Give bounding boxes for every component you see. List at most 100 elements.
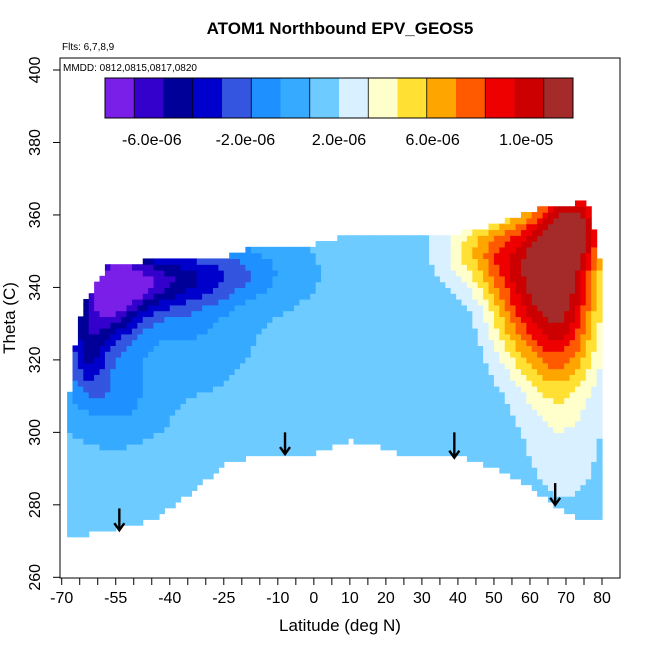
heatmap-cell-1892	[326, 385, 333, 393]
heatmap-cell-1456	[261, 414, 268, 422]
heatmap-cell-3554	[547, 241, 554, 248]
heatmap-cell-82	[77, 391, 84, 399]
heatmap-cell-1189	[218, 310, 225, 318]
heatmap-cell-835	[169, 322, 176, 329]
heatmap-cell-1527	[272, 420, 279, 428]
heatmap-cell-3266	[515, 223, 522, 231]
x-tick-label-13: 80	[593, 590, 611, 607]
heatmap-cell-176	[88, 299, 95, 306]
heatmap-cell-3192	[510, 391, 517, 399]
heatmap-cell-3685	[564, 391, 571, 399]
heatmap-cell-1430	[256, 356, 263, 364]
heatmap-cell-2210	[375, 403, 382, 410]
heatmap-cell-3118	[499, 310, 506, 318]
heatmap-cell-3224	[515, 467, 522, 474]
heatmap-cell-2673	[439, 345, 446, 352]
heatmap-cell-2496	[412, 270, 419, 277]
heatmap-cell-1298	[234, 293, 241, 300]
heatmap-cell-3291	[520, 345, 527, 352]
heatmap-cell-1370	[245, 287, 252, 294]
heatmap-cell-3643	[558, 328, 565, 335]
heatmap-cell-1879	[321, 252, 328, 260]
heatmap-cell-1007	[191, 275, 198, 283]
heatmap-cell-915	[180, 339, 187, 346]
heatmap-cell-2478	[412, 374, 419, 381]
heatmap-cell-1491	[267, 420, 274, 428]
heatmap-cell-3431	[537, 368, 544, 375]
heatmap-cell-3721	[569, 490, 576, 497]
heatmap-cell-2395	[402, 414, 409, 422]
chart-title: ATOM1 Northbound EPV_GEOS5	[207, 19, 474, 38]
heatmap-cell-1066	[202, 380, 209, 387]
heatmap-cell-1562	[277, 426, 284, 433]
heatmap-cell-885	[175, 275, 182, 283]
heatmap-cell-2390	[402, 443, 409, 451]
heatmap-cell-0	[67, 530, 74, 538]
heatmap-cell-1275	[234, 426, 241, 433]
heatmap-cell-2575	[423, 252, 430, 260]
heatmap-cell-127	[83, 351, 90, 358]
heatmap-cell-905	[180, 397, 187, 404]
heatmap-cell-269	[104, 501, 111, 509]
heatmap-cell-1128	[212, 455, 219, 462]
heatmap-cell-3004	[483, 241, 490, 248]
heatmap-cell-1620	[283, 299, 290, 306]
heatmap-cell-3707	[564, 264, 571, 271]
heatmap-cell-3741	[569, 374, 576, 381]
heatmap-cell-3162	[504, 304, 511, 312]
heatmap-cell-1346	[245, 426, 252, 433]
heatmap-cell-2406	[402, 351, 409, 358]
heatmap-cell-2238	[375, 241, 382, 248]
heatmap-cell-1685	[294, 339, 301, 346]
heatmap-cell-3176	[504, 223, 511, 231]
heatmap-cell-3479	[542, 380, 549, 387]
heatmap-cell-2551	[423, 391, 430, 399]
heatmap-cell-2099	[358, 420, 365, 428]
heatmap-cell-609	[142, 356, 149, 364]
heatmap-cell-468	[126, 397, 133, 404]
heatmap-cell-3164	[504, 293, 511, 300]
heatmap-cell-379	[115, 391, 122, 399]
heatmap-cell-2080	[353, 322, 360, 329]
heatmap-cell-3032	[488, 316, 495, 323]
heatmap-cell-1587	[277, 281, 284, 289]
heatmap-cell-2072	[353, 368, 360, 375]
heatmap-cell-2000	[342, 374, 349, 381]
heatmap-cell-1688	[294, 322, 301, 329]
heatmap-cell-2168	[369, 438, 376, 445]
heatmap-cell-1482	[261, 264, 268, 271]
heatmap-cell-186	[94, 478, 101, 486]
heatmap-cell-2773	[456, 426, 463, 433]
heatmap-cell-1164	[218, 455, 225, 462]
heatmap-cell-2626	[434, 397, 441, 404]
heatmap-cell-1560	[277, 438, 284, 445]
heatmap-cell-2454	[407, 293, 414, 300]
heatmap-cell-2490	[412, 304, 419, 312]
heatmap-cell-2735	[450, 426, 457, 433]
heatmap-cell-914	[180, 345, 187, 352]
heatmap-cell-1018	[196, 438, 203, 445]
heatmap-cell-1154	[212, 304, 219, 312]
heatmap-cell-3344	[526, 310, 533, 318]
heatmap-cell-3376	[531, 403, 538, 410]
heatmap-cell-475	[126, 356, 133, 364]
heatmap-cell-1291	[234, 333, 241, 341]
heatmap-cell-3494	[542, 293, 549, 300]
heatmap-cell-1303	[234, 264, 241, 271]
heatmap-cell-3031	[488, 322, 495, 329]
heatmap-cell-2618	[434, 443, 441, 451]
heatmap-cell-3461	[542, 484, 549, 491]
heatmap-cell-3974	[591, 287, 598, 294]
heatmap-cell-2450	[407, 316, 414, 323]
heatmap-cell-1061	[202, 409, 209, 416]
heatmap-cell-1176	[218, 385, 225, 393]
heatmap-cell-834	[169, 328, 176, 335]
heatmap-cell-2391	[402, 438, 409, 445]
heatmap-cell-2999	[483, 270, 490, 277]
heatmap-cell-188	[94, 467, 101, 474]
heatmap-cell-1344	[245, 438, 252, 445]
heatmap-cell-3854	[580, 351, 587, 358]
heatmap-cell-634	[148, 472, 155, 480]
heatmap-cell-697	[153, 368, 160, 375]
heatmap-cell-2744	[450, 374, 457, 381]
